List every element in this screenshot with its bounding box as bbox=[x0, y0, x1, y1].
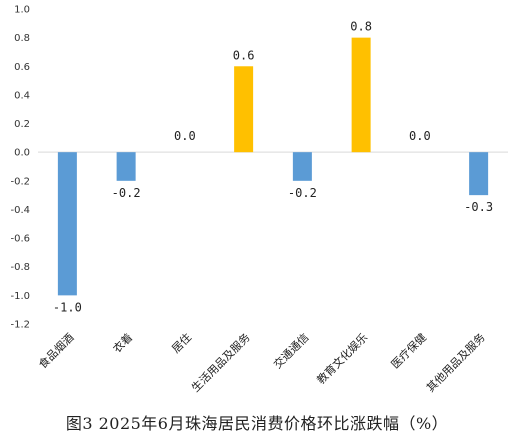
data-label: 0.8 bbox=[350, 20, 372, 34]
category-label: 其他用品及服务 bbox=[424, 331, 488, 395]
data-label: -0.2 bbox=[112, 186, 141, 200]
category-label: 居住 bbox=[169, 330, 194, 355]
y-tick-label: -1.0 bbox=[10, 291, 30, 302]
y-axis: 1.0 0.8 0.6 0.4 0.2 0.0 -0.2 -0.4 -0.6 -0.8 -1.0 -1… bbox=[10, 5, 30, 331]
bar bbox=[116, 152, 136, 181]
data-label: -1.0 bbox=[53, 300, 82, 314]
category-label: 生活用品及服务 bbox=[188, 330, 252, 394]
y-tick-label: -0.2 bbox=[10, 176, 30, 187]
y-tick-label: -0.8 bbox=[10, 262, 30, 273]
y-tick-label: 0.8 bbox=[14, 33, 30, 44]
y-tick-label: 1.0 bbox=[14, 5, 30, 16]
data-label: -0.2 bbox=[288, 186, 317, 200]
category-label: 医疗保健 bbox=[388, 330, 429, 371]
bar bbox=[57, 152, 77, 296]
y-tick-label: 0.0 bbox=[14, 148, 30, 159]
data-label: 0.0 bbox=[174, 129, 196, 143]
data-label: 0.0 bbox=[409, 129, 431, 143]
y-tick-label: 0.2 bbox=[14, 119, 30, 130]
category-label: 食品烟酒 bbox=[35, 330, 76, 371]
bar bbox=[469, 152, 489, 196]
y-tick-label: -0.6 bbox=[10, 234, 30, 245]
y-tick-label: 0.6 bbox=[14, 62, 30, 73]
bar bbox=[351, 37, 371, 153]
category-label: 衣着 bbox=[110, 330, 135, 355]
category-label: 交通通信 bbox=[270, 330, 311, 371]
y-tick-label: -1.2 bbox=[10, 320, 30, 331]
chart-title: 图3 2025年6月珠海居民消费价格环比涨跌幅（%） bbox=[65, 414, 449, 433]
bar bbox=[234, 66, 254, 153]
y-tick-label: -0.4 bbox=[10, 205, 30, 216]
data-label: 0.6 bbox=[233, 48, 255, 62]
category-label: 教育文化娱乐 bbox=[314, 330, 371, 387]
bars bbox=[57, 37, 489, 296]
data-label: -0.3 bbox=[464, 200, 493, 214]
bar bbox=[292, 152, 312, 181]
data-labels: -1.0 -0.2 0.0 0.6 -0.2 0.8 0.0 -0.3 bbox=[53, 20, 493, 315]
y-tick-label: 0.4 bbox=[14, 90, 30, 101]
